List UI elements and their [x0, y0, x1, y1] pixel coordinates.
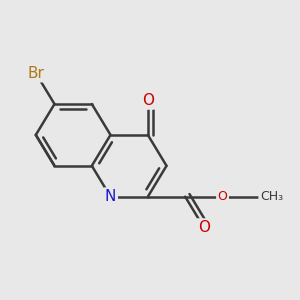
- Text: N: N: [105, 189, 116, 204]
- Text: O: O: [142, 93, 154, 108]
- Text: Br: Br: [27, 66, 44, 81]
- Text: O: O: [218, 190, 227, 203]
- Text: O: O: [198, 220, 210, 235]
- Text: CH₃: CH₃: [260, 190, 283, 203]
